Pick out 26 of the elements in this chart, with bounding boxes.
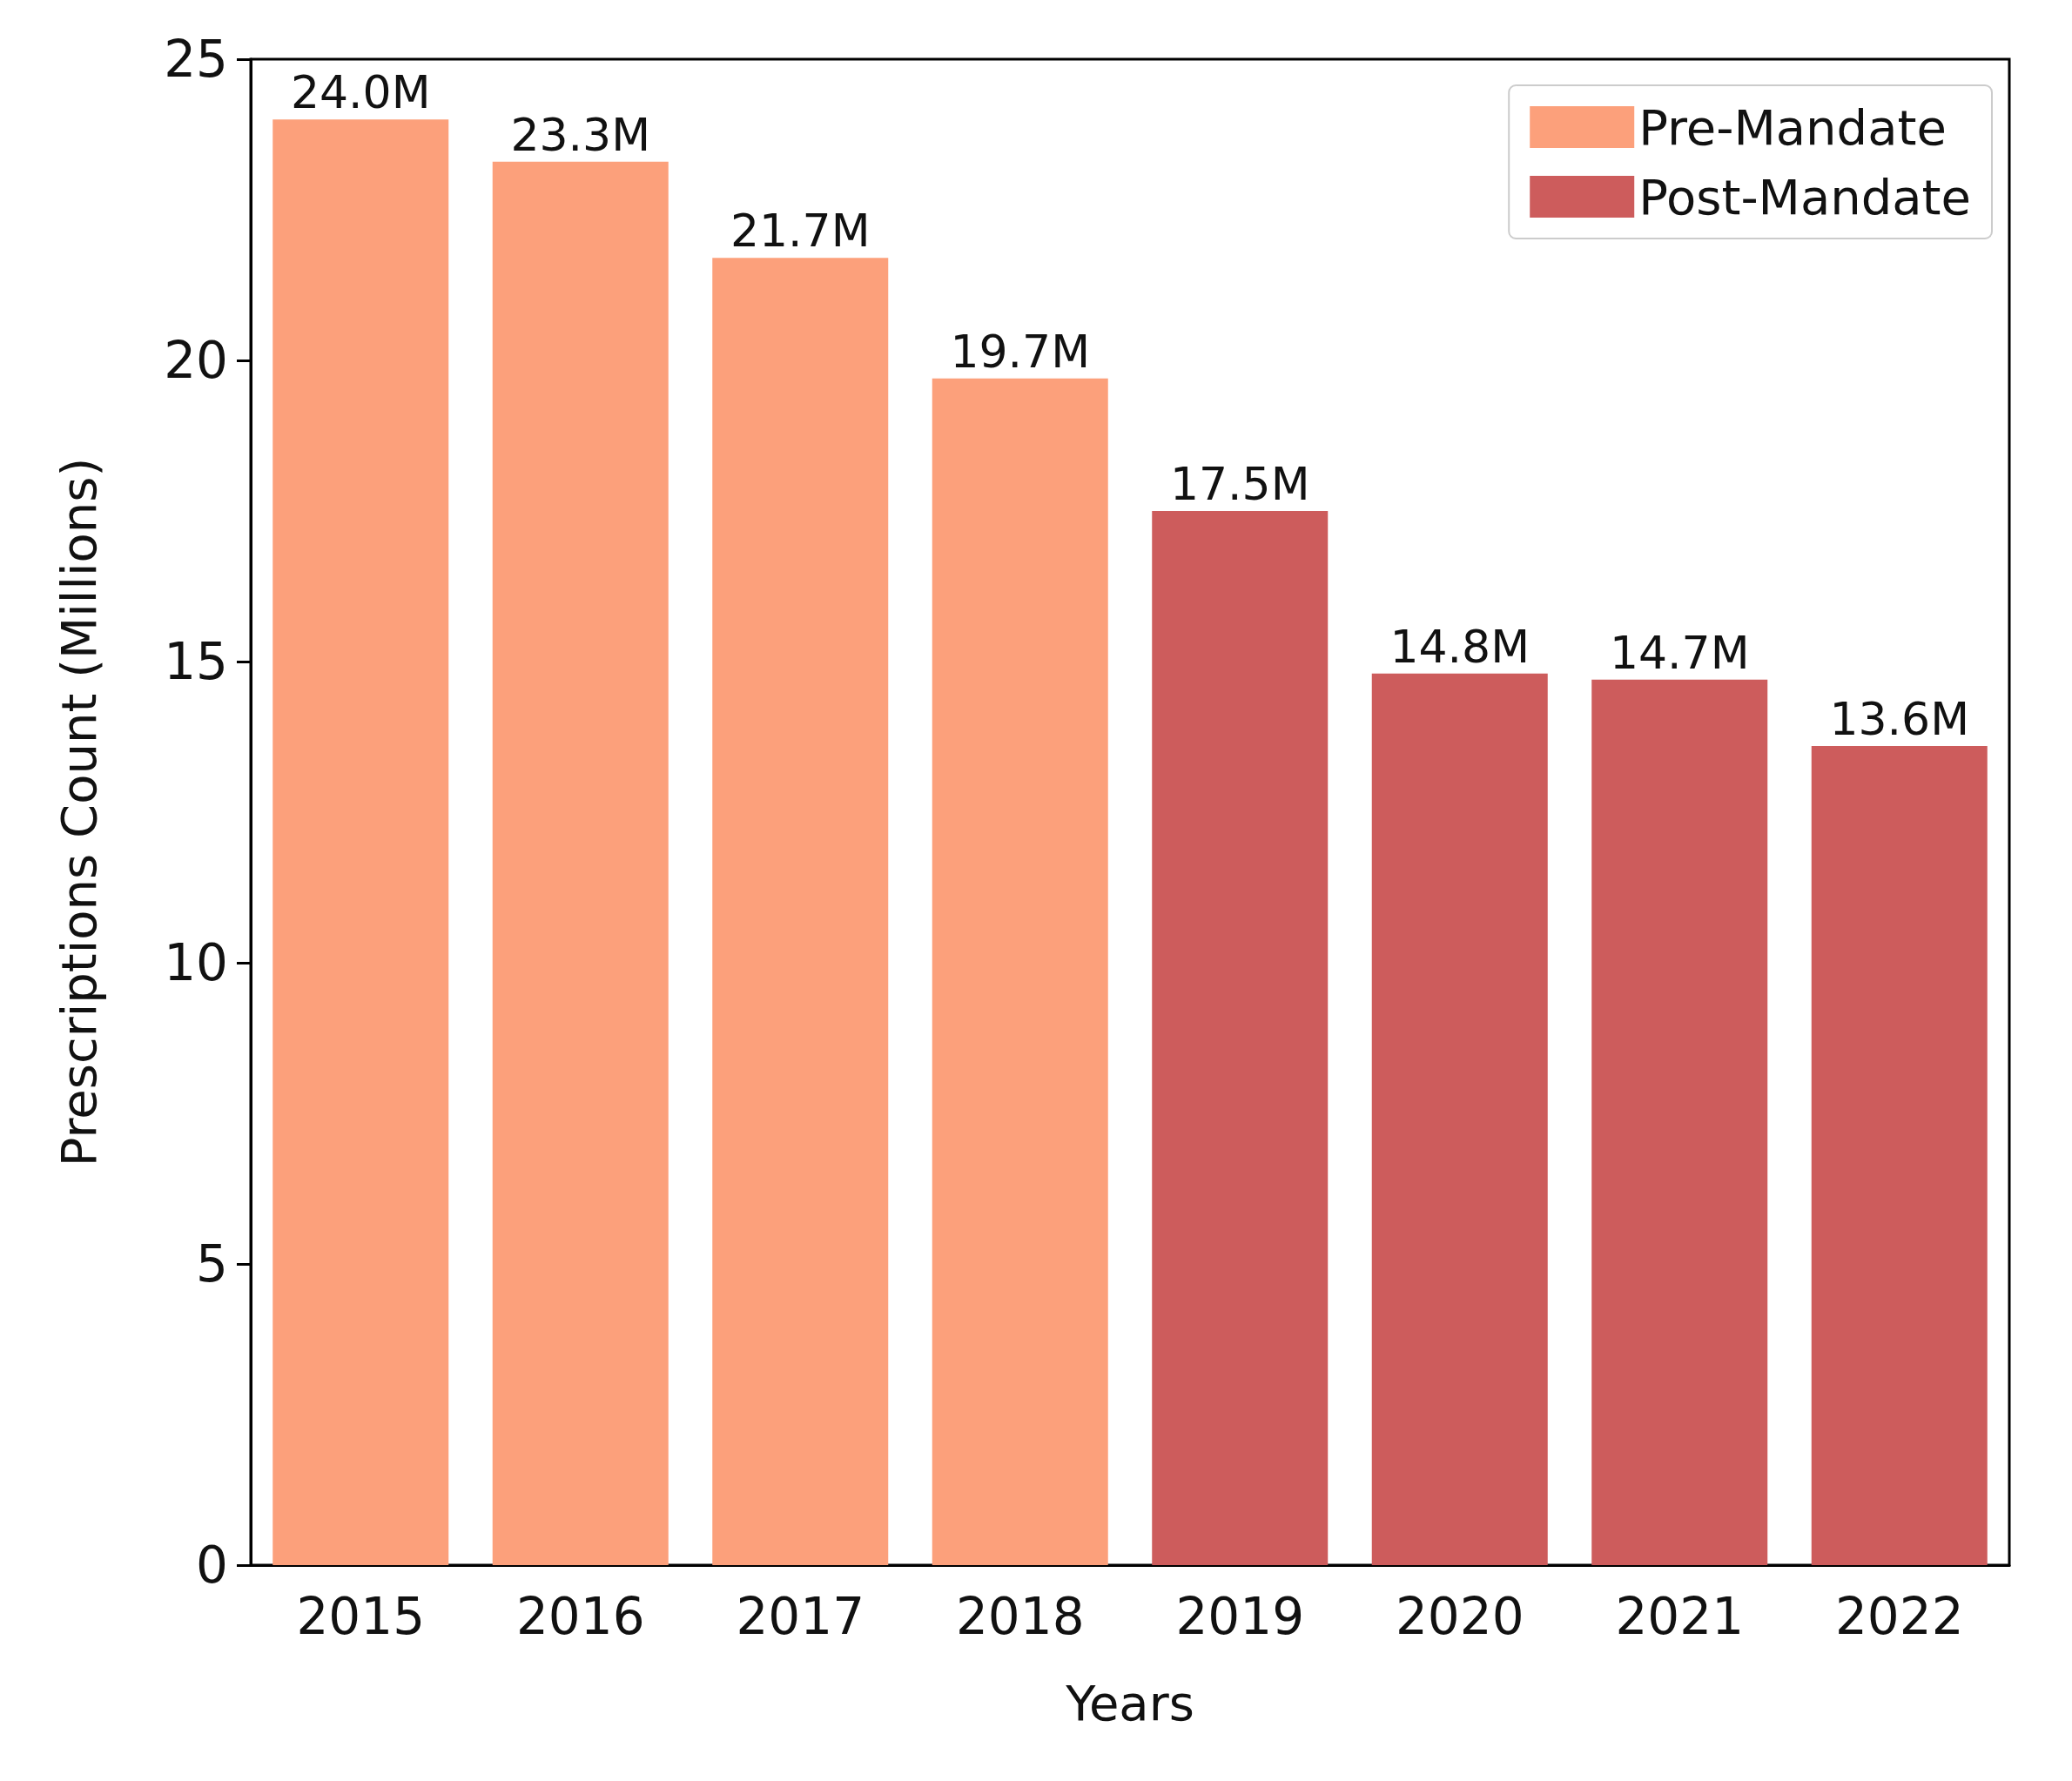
- x-tick-label: 2017: [736, 1587, 865, 1646]
- y-axis-title: Prescriptions Count (Millions): [50, 457, 107, 1167]
- legend-label: Pre-Mandate: [1638, 98, 1947, 156]
- y-tick-label: 10: [164, 933, 228, 992]
- x-axis-title: Years: [1065, 1674, 1194, 1731]
- data-label: 24.0M: [290, 66, 431, 119]
- data-label: 19.7M: [950, 325, 1091, 378]
- x-tick-label: 2022: [1834, 1587, 1964, 1646]
- x-tick-label: 2021: [1615, 1587, 1745, 1646]
- y-tick-label: 20: [164, 331, 228, 390]
- data-label: 14.7M: [1609, 626, 1750, 679]
- y-tick-label: 25: [164, 30, 228, 89]
- x-tick-label: 2020: [1395, 1587, 1524, 1646]
- legend-label: Post-Mandate: [1638, 168, 1972, 225]
- data-label: 23.3M: [510, 108, 651, 161]
- x-tick-label: 2016: [515, 1587, 645, 1646]
- x-tick-label: 2019: [1175, 1587, 1305, 1646]
- data-label: 21.7M: [730, 205, 871, 258]
- y-tick-label: 0: [196, 1536, 228, 1595]
- y-tick-label: 15: [164, 632, 228, 691]
- x-tick-label: 2018: [955, 1587, 1085, 1646]
- x-tick-label: 2015: [296, 1587, 426, 1646]
- data-label: 17.5M: [1169, 458, 1310, 510]
- y-tick-label: 5: [196, 1234, 228, 1294]
- data-label: 13.6M: [1829, 692, 1970, 745]
- data-label: 14.8M: [1389, 620, 1530, 673]
